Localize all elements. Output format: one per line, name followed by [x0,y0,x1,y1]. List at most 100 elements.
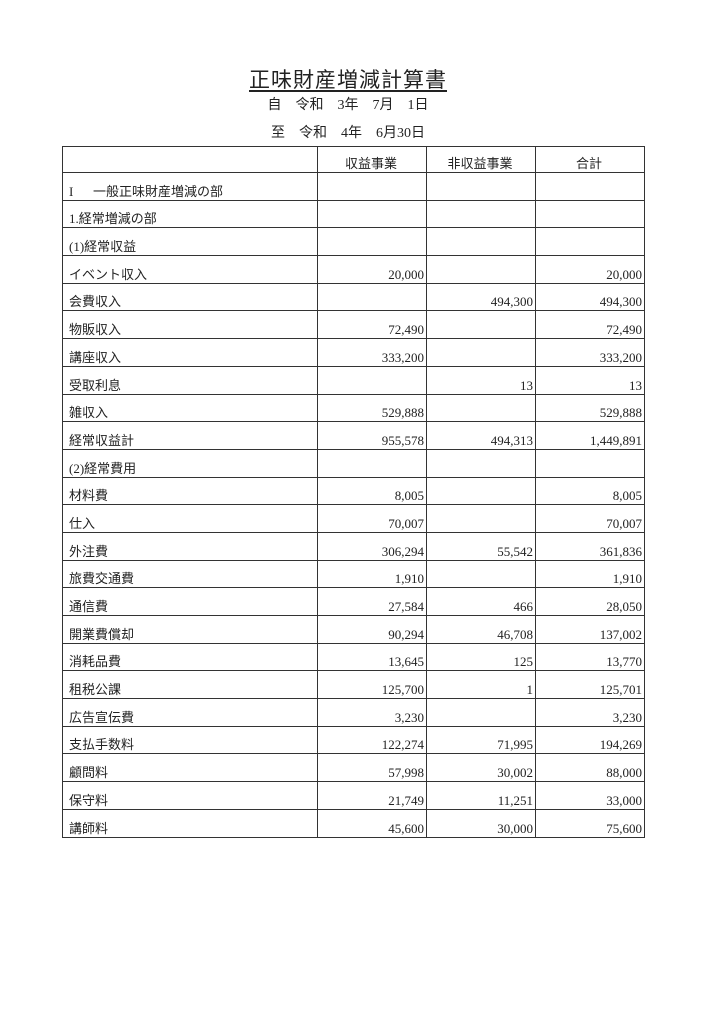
cell-nonprofit: 46,708 [426,615,536,644]
row-label: 仕入 [62,504,318,533]
column-header-total: 合計 [535,146,645,173]
cell-nonprofit [426,504,536,533]
cell-total: 33,000 [535,781,645,810]
cell-total: 137,002 [535,615,645,644]
expense-header-row: (2)経常費用 [62,448,645,478]
row-label: 保守料 [62,781,318,810]
table-row: 雑収入 529,888 529,888 [62,393,645,423]
row-label: 外注費 [62,531,318,561]
row-label: 受取利息 [62,365,318,395]
cell-nonprofit: 494,300 [426,282,536,312]
cell-profit: 3,230 [317,698,427,727]
cell-total: 70,007 [535,504,645,533]
column-header-nonprofit: 非収益事業 [426,146,536,173]
table-row: 保守料 21,749 11,251 33,000 [62,781,645,810]
cell-total: 361,836 [535,531,645,561]
income-header-row: (1)経常収益 [62,227,645,257]
cell-nonprofit: 55,542 [426,531,536,561]
table-row: 通信費 27,584 466 28,050 [62,587,645,616]
cell-nonprofit: 125 [426,642,536,672]
table-row: 仕入 70,007 70,007 [62,504,645,533]
row-label: 支払手数料 [62,725,318,755]
cell-total: 494,300 [535,282,645,312]
cell-nonprofit [426,393,536,423]
cell-nonprofit: 466 [426,587,536,616]
income-total-row: 経常収益計 955,578 494,313 1,449,891 [62,421,645,450]
cell-total: 333,200 [535,338,645,367]
cell-profit: 90,294 [317,615,427,644]
cell-total: 88,000 [535,753,645,783]
row-label: 旅費交通費 [62,559,318,589]
row-label: 講師料 [62,808,318,838]
cell-total: 13 [535,365,645,395]
cell-profit: 21,749 [317,781,427,810]
table-row: 外注費 306,294 55,542 361,836 [62,531,645,561]
expense-header-label: (2)経常費用 [62,448,318,478]
cell-profit: 955,578 [317,421,427,450]
cell-total: 3,230 [535,698,645,727]
cell-profit [317,282,427,312]
cell-nonprofit [426,559,536,589]
cell-profit: 13,645 [317,642,427,672]
cell-nonprofit: 71,995 [426,725,536,755]
row-label: 雑収入 [62,393,318,423]
cell-total: 125,701 [535,670,645,700]
cell-profit: 8,005 [317,476,427,506]
table-row: 租税公課 125,700 1 125,701 [62,670,645,700]
row-label: イベント収入 [62,255,318,284]
table-row: 材料費 8,005 8,005 [62,476,645,506]
cell-nonprofit [426,698,536,727]
income-header-label: (1)経常収益 [62,227,318,257]
statement-table: 収益事業 非収益事業 合計 I 一般正味財産増減の部 1.経常増減の部 (1)経常… [62,146,645,838]
cell-total: 194,269 [535,725,645,755]
cell-profit: 529,888 [317,393,427,423]
cell-total: 8,005 [535,476,645,506]
cell-nonprofit [426,310,536,340]
cell-profit: 333,200 [317,338,427,367]
cell-nonprofit [426,476,536,506]
cell-profit: 125,700 [317,670,427,700]
table-row: 旅費交通費 1,910 1,910 [62,559,645,589]
row-label: 消耗品費 [62,642,318,672]
row-label: 広告宣伝費 [62,698,318,727]
cell-nonprofit [426,338,536,367]
table-row: 講師料 45,600 30,000 75,600 [62,808,645,838]
cell-profit [317,365,427,395]
table-row: 会費収入 494,300 494,300 [62,282,645,312]
cell-profit: 27,584 [317,587,427,616]
section-row: I 一般正味財産増減の部 [62,172,645,201]
cell-nonprofit: 11,251 [426,781,536,810]
cell-nonprofit: 30,000 [426,808,536,838]
table-row: 消耗品費 13,645 125 13,770 [62,642,645,672]
cell-nonprofit: 1 [426,670,536,700]
cell-total: 72,490 [535,310,645,340]
row-label: 講座収入 [62,338,318,367]
column-header-item [62,146,318,173]
cell-total: 13,770 [535,642,645,672]
row-label: 物販収入 [62,310,318,340]
period-to: 至 令和 4年 6月30日 [271,126,425,141]
row-label: 開業費償却 [62,615,318,644]
section-label: I 一般正味財産増減の部 [62,172,318,201]
cell-profit: 57,998 [317,753,427,783]
row-label: 通信費 [62,587,318,616]
cell-total: 529,888 [535,393,645,423]
row-label: 経常収益計 [62,421,318,450]
cell-nonprofit: 30,002 [426,753,536,783]
cell-profit: 306,294 [317,531,427,561]
table-header-row: 収益事業 非収益事業 合計 [62,146,645,173]
table-row: 講座収入 333,200 333,200 [62,338,645,367]
row-label: 顧問料 [62,753,318,783]
cell-nonprofit [426,255,536,284]
table-row: イベント収入 20,000 20,000 [62,255,645,284]
column-header-profit: 収益事業 [317,146,427,173]
cell-total: 75,600 [535,808,645,838]
cell-profit: 45,600 [317,808,427,838]
subsection-label: 1.経常増減の部 [62,199,318,229]
row-label: 会費収入 [62,282,318,312]
cell-nonprofit: 494,313 [426,421,536,450]
cell-total: 1,910 [535,559,645,589]
table-row: 顧問料 57,998 30,002 88,000 [62,753,645,783]
row-label: 材料費 [62,476,318,506]
cell-profit: 20,000 [317,255,427,284]
